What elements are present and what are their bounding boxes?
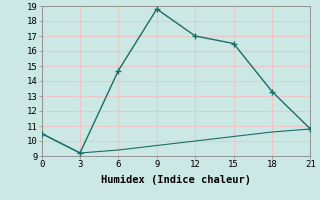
X-axis label: Humidex (Indice chaleur): Humidex (Indice chaleur): [101, 175, 251, 185]
